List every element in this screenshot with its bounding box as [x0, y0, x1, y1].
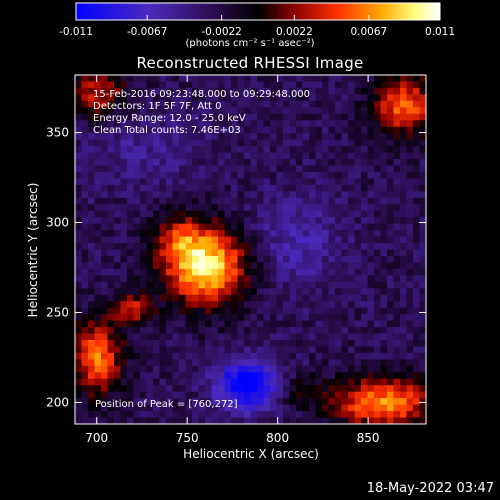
colorbar-ticks: -0.011 -0.0067 -0.0022 0.0022 0.0067 0.011: [59, 15, 455, 38]
x-tick-label: 750: [176, 431, 199, 445]
plot-area: 700 750 800 850 200 250 300 350 Heliocentric X…: [26, 74, 427, 461]
colorbar-tick-label: 0.011: [425, 26, 455, 38]
x-axis-ticks: 700 750 800 850: [85, 75, 380, 445]
y-axis-title: Heliocentric Y (arcsec): [26, 183, 40, 318]
colorbar-tick-label: -0.0022: [201, 26, 242, 38]
plot-frame: [74, 74, 427, 425]
y-tick-label: 250: [46, 305, 69, 319]
footer-date: 18-May-2022 03:47: [366, 481, 494, 496]
x-tick-label: 850: [357, 431, 380, 445]
y-tick-label: 300: [46, 216, 69, 230]
x-tick-label: 800: [266, 431, 289, 445]
colorbar-tick-label: 0.0067: [350, 26, 387, 38]
annotation-detectors: Detectors: 1F 5F 7F, Att 0: [93, 101, 221, 112]
annotation-peak-position: Position of Peak = [760,272]: [95, 399, 238, 410]
colorbar-tick-label: -0.011: [59, 26, 93, 38]
annotation-energy-range: Energy Range: 12.0 - 25.0 keV: [93, 113, 246, 124]
colorbar-units: (photons cm⁻² s⁻¹ asec⁻²): [185, 38, 315, 49]
colorbar-gradient: [75, 2, 441, 21]
colorbar-tick-label: 0.0022: [276, 26, 313, 38]
y-tick-label: 200: [46, 395, 69, 409]
colorbar: -0.011 -0.0067 -0.0022 0.0022 0.0067 0.011: [59, 2, 455, 38]
chart-title: Reconstructed RHESSI Image: [136, 54, 364, 72]
annotation-time-range: 15-Feb-2016 09:23:48.000 to 09:29:48.000: [93, 89, 310, 100]
colorbar-tick-label: -0.0067: [127, 26, 168, 38]
annotation-clean-counts: Clean Total counts: 7.46E+03: [93, 125, 241, 136]
y-tick-label: 350: [46, 126, 69, 140]
x-tick-label: 700: [85, 431, 108, 445]
y-axis-ticks: 200 250 300 350: [46, 126, 426, 409]
heatmap-image: [75, 75, 427, 425]
x-axis-title: Heliocentric X (arcsec): [183, 447, 319, 461]
